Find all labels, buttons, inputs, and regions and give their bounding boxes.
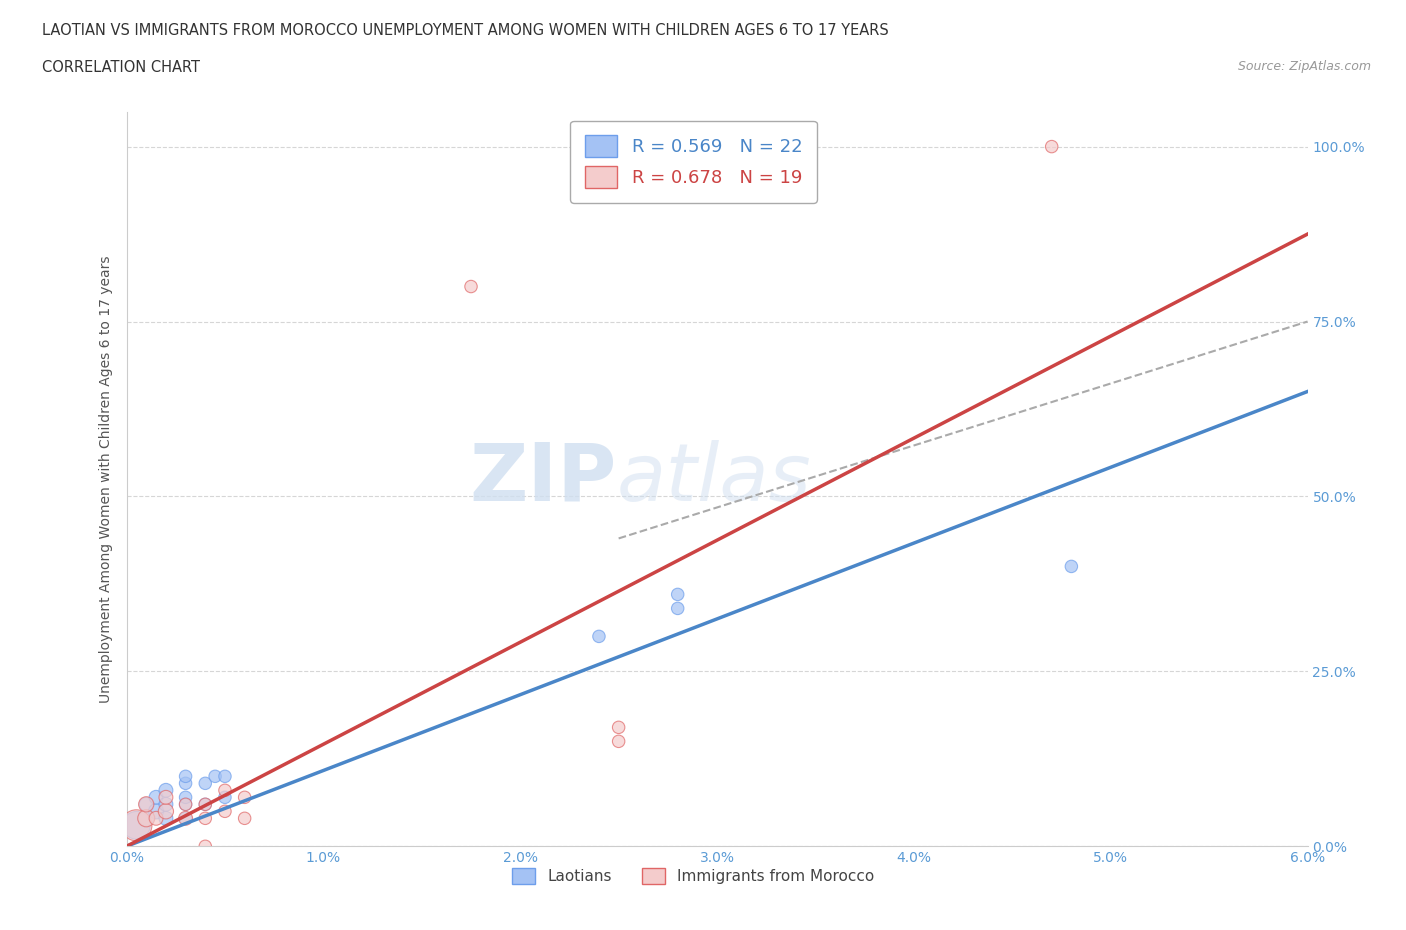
- Point: [155, 797, 177, 812]
- Point: [204, 769, 226, 784]
- Legend: Laotians, Immigrants from Morocco: Laotians, Immigrants from Morocco: [506, 862, 880, 890]
- Y-axis label: Unemployment Among Women with Children Ages 6 to 17 years: Unemployment Among Women with Children A…: [98, 255, 112, 703]
- Point: [666, 587, 689, 602]
- Point: [135, 797, 157, 812]
- Point: [214, 804, 236, 818]
- Point: [155, 804, 177, 818]
- Point: [233, 790, 256, 804]
- Point: [145, 811, 167, 826]
- Point: [194, 839, 217, 854]
- Point: [155, 811, 177, 826]
- Point: [135, 811, 157, 826]
- Point: [125, 817, 148, 832]
- Point: [174, 776, 197, 790]
- Point: [145, 790, 167, 804]
- Point: [588, 629, 610, 644]
- Point: [233, 811, 256, 826]
- Point: [174, 790, 197, 804]
- Point: [607, 734, 630, 749]
- Point: [174, 797, 197, 812]
- Point: [155, 790, 177, 804]
- Point: [125, 817, 148, 832]
- Point: [194, 797, 217, 812]
- Point: [214, 790, 236, 804]
- Point: [155, 783, 177, 798]
- Point: [174, 811, 197, 826]
- Point: [194, 811, 217, 826]
- Point: [135, 797, 157, 812]
- Point: [174, 769, 197, 784]
- Point: [174, 811, 197, 826]
- Text: CORRELATION CHART: CORRELATION CHART: [42, 60, 200, 75]
- Text: ZIP: ZIP: [470, 440, 617, 518]
- Point: [607, 720, 630, 735]
- Point: [1060, 559, 1083, 574]
- Point: [194, 797, 217, 812]
- Point: [174, 797, 197, 812]
- Point: [460, 279, 482, 294]
- Text: atlas: atlas: [617, 440, 811, 518]
- Point: [666, 601, 689, 616]
- Point: [194, 776, 217, 790]
- Point: [135, 811, 157, 826]
- Point: [214, 783, 236, 798]
- Point: [145, 804, 167, 818]
- Point: [214, 769, 236, 784]
- Point: [1040, 140, 1063, 154]
- Text: Source: ZipAtlas.com: Source: ZipAtlas.com: [1237, 60, 1371, 73]
- Text: LAOTIAN VS IMMIGRANTS FROM MOROCCO UNEMPLOYMENT AMONG WOMEN WITH CHILDREN AGES 6: LAOTIAN VS IMMIGRANTS FROM MOROCCO UNEMP…: [42, 23, 889, 38]
